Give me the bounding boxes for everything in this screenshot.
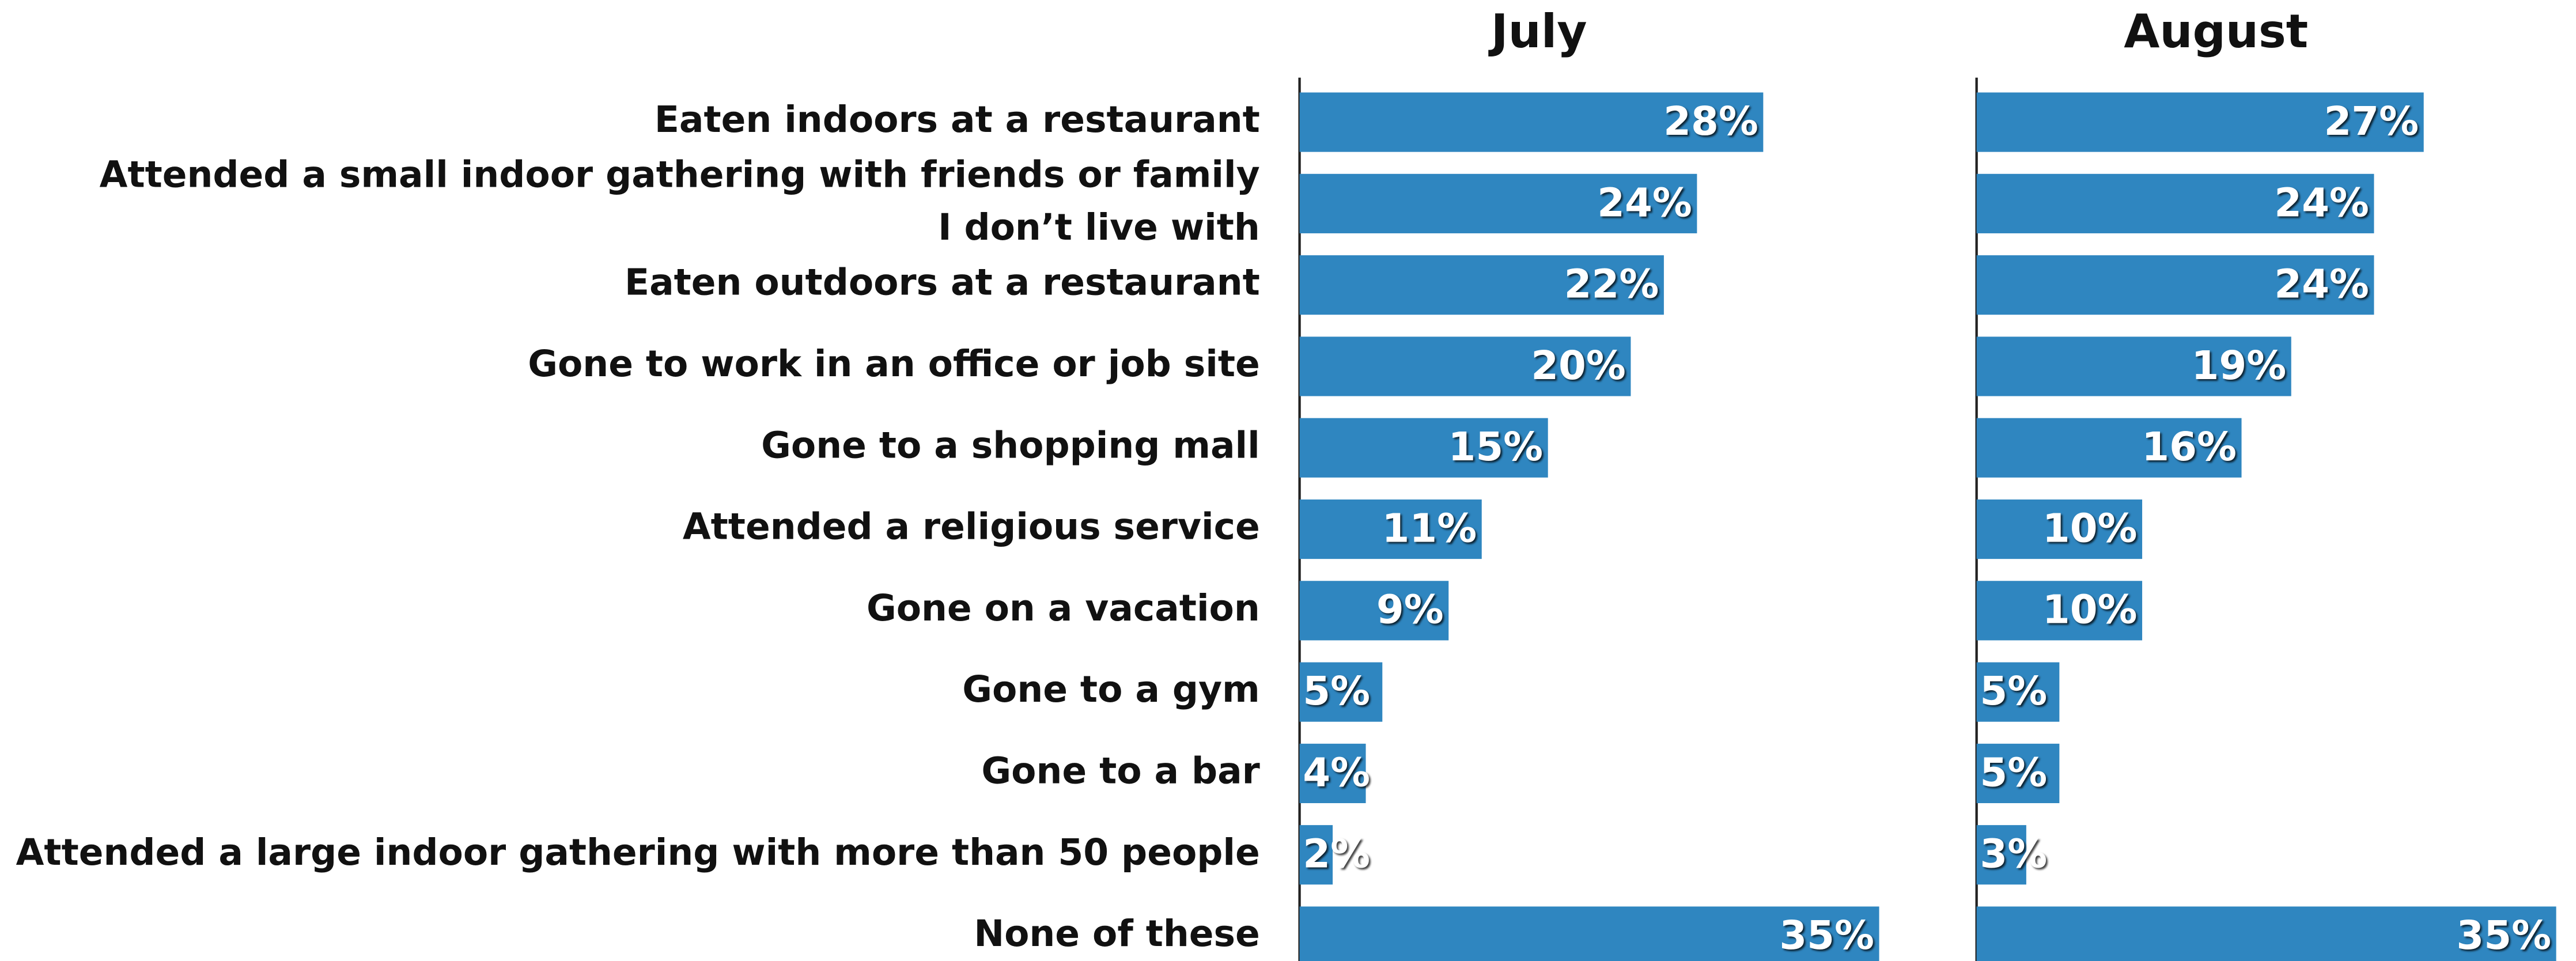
bar xyxy=(1976,92,2424,152)
category-label: Eaten indoors at a restaurant xyxy=(655,98,1260,141)
bar xyxy=(1976,336,2291,396)
value-label: 2% xyxy=(1303,831,1370,877)
value-label: 24% xyxy=(2274,180,2369,226)
bar xyxy=(1299,743,1366,804)
bar xyxy=(1299,499,1482,559)
value-label: 35% xyxy=(1779,913,1874,959)
value-label: 3% xyxy=(1980,831,2047,877)
value-label: 9% xyxy=(1376,587,1444,633)
value-label: 35% xyxy=(2456,913,2551,959)
category-label: None of these xyxy=(974,912,1259,955)
bar xyxy=(1299,825,1333,885)
value-label: 24% xyxy=(1597,180,1692,226)
value-label: 22% xyxy=(1564,262,1659,308)
bar xyxy=(1299,906,1879,961)
bar xyxy=(1976,743,2060,804)
value-label: 5% xyxy=(1980,750,2047,796)
bar xyxy=(1976,255,2374,315)
value-label: 19% xyxy=(2192,343,2287,389)
value-label: 27% xyxy=(2324,99,2419,145)
bar xyxy=(1976,499,2143,559)
value-label: 24% xyxy=(2274,262,2369,308)
bar xyxy=(1299,173,1697,233)
category-label: Eaten outdoors at a restaurant xyxy=(625,261,1260,304)
category-label: Gone to a gym xyxy=(962,668,1259,710)
value-label: 15% xyxy=(1448,424,1543,470)
panel-title: August xyxy=(2124,5,2308,58)
value-label: 4% xyxy=(1303,750,1370,796)
category-label: Attended a small indoor gathering with f… xyxy=(100,153,1260,249)
value-label: 10% xyxy=(2042,587,2138,633)
bar xyxy=(1976,662,2060,722)
bar xyxy=(1976,173,2374,233)
category-label: Gone on a vacation xyxy=(867,587,1260,629)
value-label: 16% xyxy=(2142,424,2237,470)
panel-title: July xyxy=(1488,5,1587,58)
bar xyxy=(1299,662,1383,722)
value-label: 20% xyxy=(1531,343,1626,389)
value-label: 5% xyxy=(1303,668,1370,714)
category-label: Attended a large indoor gathering with m… xyxy=(16,831,1260,873)
category-label: Gone to a bar xyxy=(981,750,1259,792)
value-label: 5% xyxy=(1980,668,2047,714)
bar xyxy=(1299,92,1764,152)
category-label: Gone to a shopping mall xyxy=(761,423,1260,466)
bar xyxy=(1976,906,2556,961)
bar xyxy=(1976,418,2242,478)
bar xyxy=(1976,581,2143,641)
bar xyxy=(1299,581,1449,641)
value-label: 28% xyxy=(1663,99,1758,145)
bar xyxy=(1299,336,1631,396)
category-label: Gone to work in an office or job site xyxy=(528,342,1260,385)
category-label: Attended a religious service xyxy=(683,505,1260,548)
bar xyxy=(1976,825,2026,885)
value-label: 11% xyxy=(1382,505,1477,551)
bar xyxy=(1299,255,1664,315)
bar xyxy=(1299,418,1548,478)
value-label: 10% xyxy=(2042,505,2138,551)
